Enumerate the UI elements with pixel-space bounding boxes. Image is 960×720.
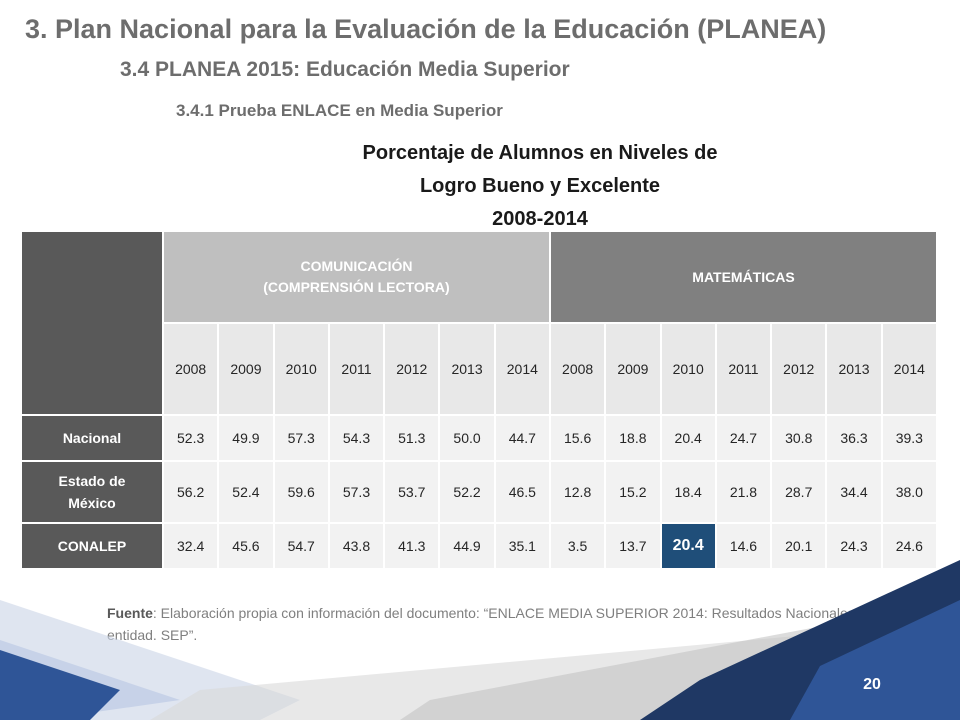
header-matematicas: MATEMÁTICAS [548, 230, 939, 324]
table-cell: 24.3 [825, 522, 883, 570]
table-cell: 12.8 [548, 460, 607, 524]
table-row-conalep: CONALEP 32.4 45.6 54.7 43.8 41.3 44.9 35… [20, 522, 939, 570]
table-cell: 52.4 [217, 460, 275, 524]
table-cell: 52.3 [161, 414, 220, 462]
table-cell: 14.6 [714, 522, 773, 570]
table-cell: 20.1 [770, 522, 828, 570]
table-cell: 52.2 [438, 460, 496, 524]
table-cell: 18.4 [659, 460, 717, 524]
table-cell: 45.6 [217, 522, 275, 570]
table-cell: 38.0 [880, 460, 939, 524]
source-footnote: Fuente: Elaboración propia con informaci… [107, 602, 907, 646]
table-cell: 56.2 [161, 460, 220, 524]
table-cell: 53.7 [383, 460, 441, 524]
highlighted-cell: 20.4 [659, 522, 717, 570]
table-cell: 34.4 [825, 460, 883, 524]
year-header: 2008 [161, 322, 220, 416]
table-cell: 15.6 [548, 414, 607, 462]
footnote-text: : Elaboración propia con información del… [107, 605, 879, 643]
year-header: 2009 [604, 322, 662, 416]
slide-title: 3. Plan Nacional para la Evaluación de l… [25, 14, 827, 44]
year-header: 2010 [659, 322, 717, 416]
results-table: COMUNICACIÓN (COMPRENSIÓN LECTORA) MATEM… [20, 230, 939, 570]
table-cell: 54.3 [327, 414, 386, 462]
year-header: 2008 [548, 322, 607, 416]
table-cell: 24.6 [880, 522, 939, 570]
corner-cell [20, 230, 164, 416]
table-cell: 46.5 [493, 460, 551, 524]
table-cell: 15.2 [604, 460, 662, 524]
year-header: 2012 [383, 322, 441, 416]
table-cell: 18.8 [604, 414, 662, 462]
group-header-row: COMUNICACIÓN (COMPRENSIÓN LECTORA) MATEM… [20, 230, 939, 416]
year-header: 2010 [272, 322, 330, 416]
table-cell: 3.5 [548, 522, 607, 570]
year-header: 2012 [770, 322, 828, 416]
table-cell: 57.3 [327, 460, 386, 524]
row-label-conalep: CONALEP [20, 522, 164, 570]
table-cell: 35.1 [493, 522, 551, 570]
header-comunicacion-line-1: COMUNICACIÓN [300, 258, 413, 274]
row-label-estado-de-mexico: Estado de México [20, 460, 164, 524]
table-cell: 54.7 [272, 522, 330, 570]
footnote-label: Fuente [107, 605, 153, 621]
subsection-title: 3.4.1 Prueba ENLACE en Media Superior [176, 101, 503, 120]
row-label-nacional: Nacional [20, 414, 164, 462]
table-title: Porcentaje de Alumnos en Niveles de Logr… [280, 137, 800, 236]
year-header: 2011 [714, 322, 773, 416]
row-label-line-2: México [68, 495, 116, 511]
year-header: 2011 [327, 322, 386, 416]
table-cell: 32.4 [161, 522, 220, 570]
table-row-nacional: Nacional 52.3 49.9 57.3 54.3 51.3 50.0 4… [20, 414, 939, 462]
year-header: 2009 [217, 322, 275, 416]
year-header: 2014 [493, 322, 551, 416]
table-cell: 20.4 [659, 414, 717, 462]
table-cell: 41.3 [383, 522, 441, 570]
section-title: 3.4 PLANEA 2015: Educación Media Superio… [120, 58, 570, 81]
table-cell: 13.7 [604, 522, 662, 570]
table-row-estado-de-mexico: Estado de México 56.2 52.4 59.6 57.3 53.… [20, 460, 939, 524]
table-cell: 24.7 [714, 414, 773, 462]
table-title-line-3: 2008-2014 [492, 208, 588, 230]
table-title-line-2: Logro Bueno y Excelente [419, 175, 661, 197]
table-cell: 51.3 [383, 414, 441, 462]
year-header: 2013 [438, 322, 496, 416]
year-header: 2014 [880, 322, 939, 416]
table-cell: 30.8 [770, 414, 828, 462]
table-cell: 28.7 [770, 460, 828, 524]
table-cell: 44.9 [438, 522, 496, 570]
header-comunicacion: COMUNICACIÓN (COMPRENSIÓN LECTORA) [162, 230, 551, 324]
row-label-line-1: Estado de [58, 473, 126, 489]
table-cell: 43.8 [327, 522, 386, 570]
table-cell: 59.6 [272, 460, 330, 524]
year-header: 2013 [825, 322, 883, 416]
year-header-row: 2008 2009 2010 2011 2012 2013 2014 2008 … [21, 322, 939, 416]
page-number: 20 [863, 676, 881, 693]
table-cell: 49.9 [217, 414, 275, 462]
table-cell: 50.0 [438, 414, 496, 462]
table-cell: 39.3 [880, 414, 939, 462]
table-title-line-1: Porcentaje de Alumnos en Niveles de [362, 142, 718, 164]
header-comunicacion-line-2: (COMPRENSIÓN LECTORA) [263, 279, 450, 295]
table-cell: 57.3 [272, 414, 330, 462]
table-cell: 36.3 [825, 414, 883, 462]
table-cell: 44.7 [493, 414, 551, 462]
table-cell: 21.8 [714, 460, 773, 524]
